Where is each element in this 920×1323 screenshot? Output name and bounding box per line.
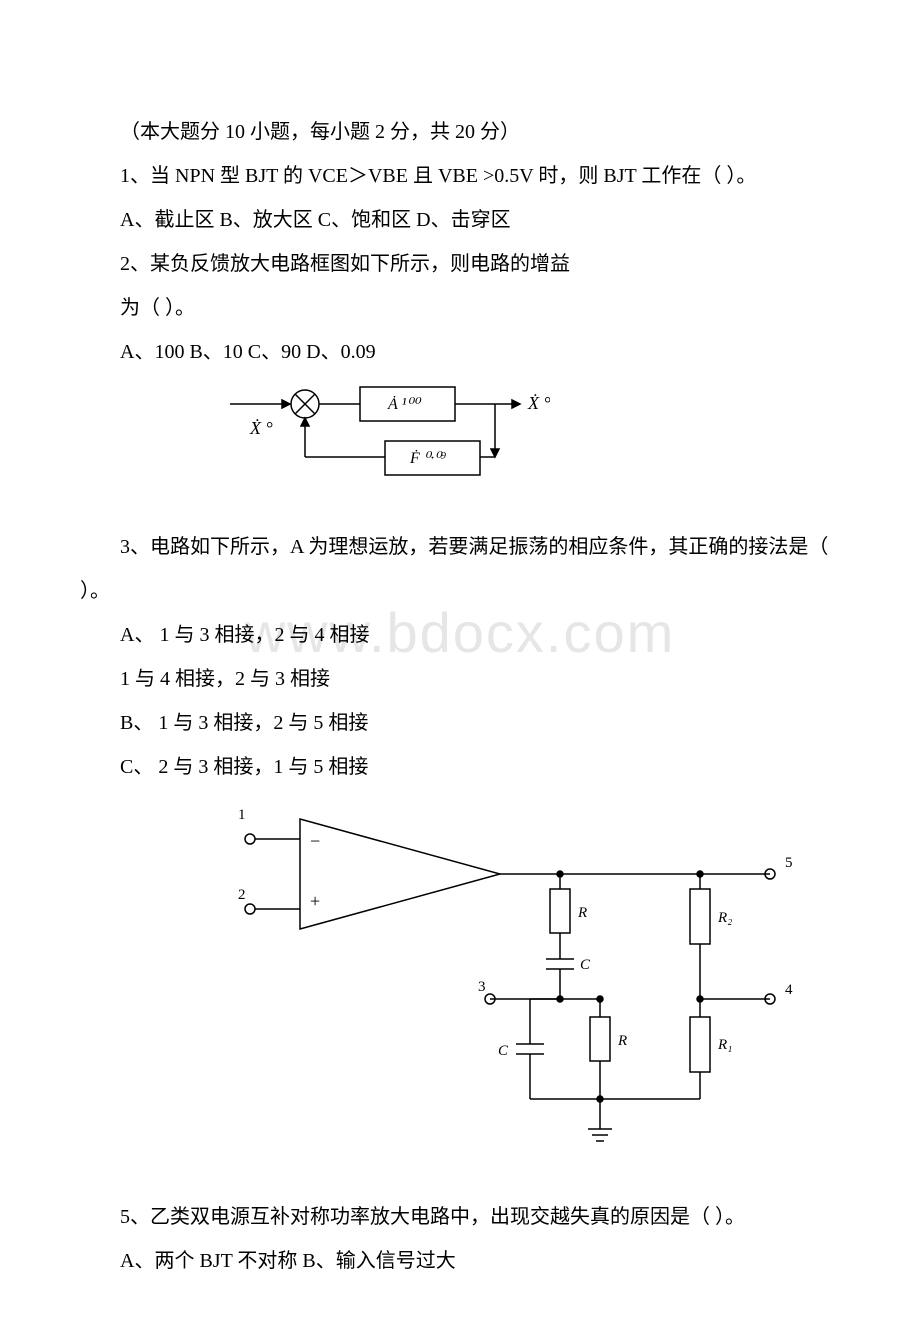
- r1-label: R₁: [717, 1037, 732, 1053]
- q1-options: A、截止区 B、放大区 C、饱和区 D、击穿区: [80, 198, 840, 242]
- c-label-1: C: [580, 957, 591, 973]
- q3-optA2: 1 与 4 相接，2 与 3 相接: [80, 657, 840, 701]
- q3-optA: A、 1 与 3 相接，2 与 4 相接: [80, 613, 840, 657]
- plus-label: +: [310, 891, 320, 911]
- node1-label: 1: [238, 807, 246, 823]
- q5-options: A、两个 BJT 不对称 B、输入信号过大: [80, 1239, 840, 1283]
- q2-text2: 为（ ）。: [80, 286, 840, 330]
- q3-diagram: 1 2 − + 5 4 3 R C C R R₂ R₁: [230, 799, 840, 1175]
- minus-label: −: [310, 831, 320, 851]
- xo-label: Ẋ °: [527, 393, 550, 413]
- q2-text: 2、某负反馈放大电路框图如下所示，则电路的增益: [80, 242, 840, 286]
- q1-text: 1、当 NPN 型 BJT 的 VCE＞VBE 且 VBE >0.5V 时，则 …: [80, 154, 840, 198]
- section-header: （本大题分 10 小题，每小题 2 分，共 20 分）: [80, 110, 840, 154]
- node3-label: 3: [478, 979, 486, 995]
- q2-options: A、100 B、10 C、90 D、0.09: [80, 330, 840, 374]
- f-block-label: Ḟ ⁰·⁰⁹: [409, 449, 447, 467]
- q3-optB: B、 1 与 3 相接，2 与 5 相接: [80, 701, 840, 745]
- a-block-label: Ȧ ¹⁰⁰: [387, 395, 422, 413]
- r2-label: R₂: [717, 910, 732, 926]
- q3-text: 3、电路如下所示，A 为理想运放，若要满足振荡的相应条件，其正确的接法是（: [80, 525, 840, 569]
- q2-diagram: Ẋ ° Ẋ ° Ȧ ¹⁰⁰ Ḟ ⁰·⁰⁹: [230, 379, 840, 515]
- q3-optC: C、 2 与 3 相接，1 与 5 相接: [80, 745, 840, 789]
- page-content: （本大题分 10 小题，每小题 2 分，共 20 分） 1、当 NPN 型 BJ…: [0, 0, 920, 1323]
- q3-text2: ）。: [80, 569, 840, 613]
- xi-label: Ẋ °: [249, 418, 273, 438]
- q5-text: 5、乙类双电源互补对称功率放大电路中，出现交越失真的原因是（ ）。: [80, 1195, 840, 1239]
- r-label-1: R: [577, 905, 587, 921]
- node4-label: 4: [785, 982, 793, 998]
- node2-label: 2: [238, 887, 246, 903]
- c-label-2: C: [498, 1043, 509, 1059]
- r-label-2: R: [617, 1033, 627, 1049]
- node5-label: 5: [785, 855, 793, 871]
